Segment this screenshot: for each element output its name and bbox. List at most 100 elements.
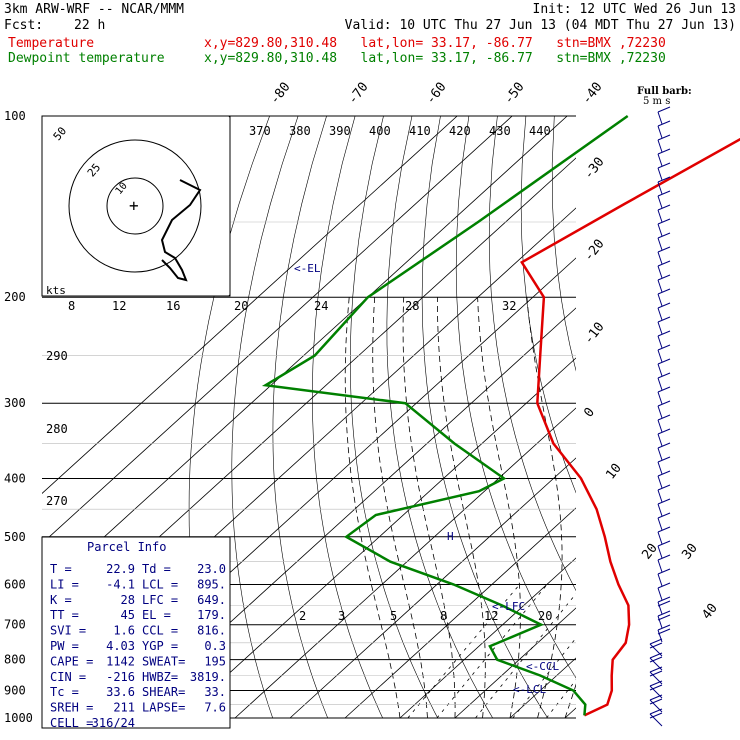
pressure-tick-label: 700 — [4, 618, 26, 632]
mixing-ratio-line — [407, 584, 521, 719]
wind-barb-flag — [657, 190, 671, 197]
parcel-info-value: 211 — [113, 701, 135, 715]
mixing-ratio-label: 3 — [338, 609, 345, 623]
wind-barb-flag — [649, 694, 663, 701]
wind-barb-staff — [657, 587, 663, 601]
model-title: 3km ARW-WRF -- NCAR/MMM — [4, 2, 185, 17]
moist-adiabat-line — [436, 297, 486, 719]
parcel-info-value: 316/24 — [92, 716, 135, 730]
wind-barb-staff — [649, 713, 663, 727]
temperature-legend-label: Temperature — [8, 36, 95, 51]
isotherm-line — [124, 307, 576, 719]
wind-barb-flag — [649, 684, 663, 691]
wind-barb-staff — [657, 489, 663, 503]
dry-adiabat-line — [231, 116, 299, 719]
wind-barb-staff — [657, 461, 663, 475]
parcel-info-key: SVI = — [50, 624, 86, 638]
wind-barbs — [649, 106, 671, 727]
parcel-info-key: T = — [50, 562, 72, 576]
mixing-ratio-line — [546, 679, 576, 719]
wind-barb-flag — [657, 232, 671, 239]
parcel-info-value: 45 — [121, 608, 135, 622]
parcel-info-key: LAPSE= — [142, 701, 185, 715]
axis-labels: -80 -70 -60 -50 -40 -30 -20 -10 0 10 20 30 40 370 380 3… — [46, 80, 721, 623]
h-marker: H — [447, 530, 454, 543]
wind-barb-flag — [657, 484, 671, 491]
wind-barb-staff — [657, 237, 663, 251]
parcel-info-value: -216 — [106, 670, 135, 684]
isotherm-tick-label: -80 — [267, 80, 293, 108]
wind-barb-flag — [657, 106, 671, 113]
wind-barb-flag — [657, 162, 671, 169]
wind-barb-staff — [657, 265, 663, 279]
theta-left-label: 270 — [46, 494, 68, 508]
dry-adiabat-line — [312, 116, 383, 719]
wind-barb-staff — [657, 335, 663, 349]
wind-barb-staff — [657, 363, 663, 377]
wind-barb-flag — [657, 260, 671, 267]
isotherm-line — [42, 116, 513, 544]
mixing-ratio-label: 5 — [390, 609, 397, 623]
pressure-tick-label: 300 — [4, 396, 26, 410]
isotherm-line — [454, 607, 576, 719]
isotherm-line — [42, 116, 568, 594]
mixing-ratio-line — [591, 584, 692, 718]
parcel-info-value: 28 — [121, 593, 135, 607]
isotherm-line — [179, 357, 576, 719]
wind-barb-flag — [649, 642, 663, 649]
isotherm-tick-label: 30 — [679, 541, 700, 563]
wind-barb-flag — [657, 614, 671, 621]
mixing-ratio-line — [436, 584, 548, 719]
theta-left-label: 280 — [46, 422, 68, 436]
parcel-info-key: YGP = — [142, 639, 178, 653]
mixing-ratio-line — [634, 584, 733, 718]
parcel-info-value: 4.03 — [106, 639, 135, 653]
dry-adiabat-line — [668, 116, 740, 718]
dry-adiabat-line — [697, 116, 740, 718]
wind-barb-flag — [657, 176, 671, 183]
wind-barb-flag — [657, 442, 671, 449]
parcel-info-key: SREH = — [50, 701, 93, 715]
pressure-tick-label: 900 — [4, 683, 26, 697]
valid-time: Valid: 10 UTC Thu 27 Jun 13 (04 MDT Thu … — [344, 18, 736, 33]
wind-barb-staff — [657, 349, 663, 363]
pressure-tick-label: 500 — [4, 530, 26, 544]
wind-barb-staff — [657, 293, 663, 307]
parcel-info-key: CELL = — [50, 716, 93, 730]
wind-barb-staff — [657, 209, 663, 223]
parcel-info-value: 816. — [197, 624, 226, 638]
wind-barb-staff — [657, 615, 663, 629]
wind-barb-flag — [657, 428, 671, 435]
hodograph-inset: 50 25 10 + kts — [41, 115, 231, 297]
parcel-info-key: K = — [50, 593, 72, 607]
wind-barb-staff — [657, 601, 663, 615]
dry-adiabat-line — [520, 116, 576, 494]
parcel-info-key: TT = — [50, 608, 79, 622]
temperature-profile — [520, 137, 740, 717]
wind-barb-flag — [657, 628, 671, 635]
wind-barb-flag — [657, 358, 671, 365]
isotherm-tick-label: 40 — [699, 601, 720, 623]
wind-barb-staff — [657, 531, 663, 545]
parcel-info-key: Tc = — [50, 685, 79, 699]
lfc-marker: <-LFC — [492, 600, 525, 613]
dry-adiabat-line — [611, 116, 740, 718]
wind-barb-flag — [649, 698, 663, 705]
wind-barb-staff — [657, 573, 663, 587]
wind-barb-staff — [657, 181, 663, 195]
moist-adiabat-line — [564, 683, 576, 719]
isotherm-line — [620, 116, 740, 718]
wind-barb-flag — [657, 456, 671, 463]
parcel-info-value: 7.6 — [204, 701, 226, 715]
wind-barb-staff — [657, 307, 663, 321]
dry-adiabat-line — [421, 116, 548, 719]
wind-barb-staff — [657, 279, 663, 293]
mixing-ratio-label: 32 — [502, 299, 516, 313]
parcel-info-panel: Parcel Info T = 22.9 Td = 23.0 LI = -4.1 LCL =… — [41, 536, 231, 730]
isotherm-line — [730, 116, 740, 718]
wind-barb-flag — [649, 656, 663, 663]
dry-adiabat-line — [640, 116, 740, 718]
wind-barb-flag — [657, 302, 671, 309]
parcel-info-value: -4.1 — [106, 577, 135, 591]
isotherm-line — [675, 116, 740, 718]
